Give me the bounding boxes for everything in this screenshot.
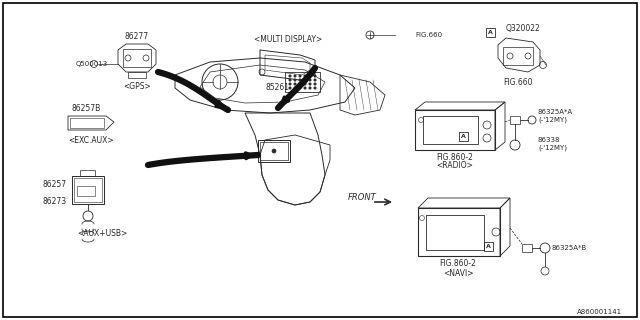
Bar (483, 242, 493, 251)
Text: FIG.660: FIG.660 (503, 77, 532, 86)
Text: 85261: 85261 (265, 83, 289, 92)
Text: (-'12MY): (-'12MY) (538, 145, 567, 151)
Text: <EXC.AUX>: <EXC.AUX> (68, 135, 114, 145)
Text: Q320022: Q320022 (506, 23, 540, 33)
Bar (77, 186, 95, 196)
Circle shape (294, 75, 296, 77)
Text: A: A (486, 244, 490, 249)
Circle shape (289, 83, 291, 85)
Circle shape (294, 87, 296, 89)
Bar (72, 176, 104, 204)
Text: <GPS>: <GPS> (123, 82, 151, 91)
Text: 86325A*A: 86325A*A (538, 109, 573, 115)
Bar (74, 178, 102, 202)
Circle shape (294, 83, 296, 85)
Bar (423, 116, 478, 144)
Text: 86277: 86277 (125, 31, 149, 41)
Text: A: A (488, 29, 492, 35)
Circle shape (294, 79, 296, 81)
Circle shape (304, 75, 306, 77)
Text: 86273: 86273 (43, 197, 67, 206)
Text: 86257: 86257 (43, 180, 67, 188)
Bar (80, 170, 95, 176)
Text: <MULTI DISPLAY>: <MULTI DISPLAY> (254, 35, 322, 44)
Circle shape (304, 79, 306, 81)
Circle shape (289, 75, 291, 77)
Bar (503, 47, 533, 65)
Circle shape (309, 79, 311, 81)
Text: <AUX+USB>: <AUX+USB> (77, 229, 127, 238)
Circle shape (309, 83, 311, 85)
Bar (522, 244, 532, 252)
Circle shape (289, 79, 291, 81)
Text: FRONT: FRONT (348, 194, 377, 203)
Circle shape (299, 75, 301, 77)
Circle shape (314, 79, 316, 81)
Text: A: A (461, 133, 465, 139)
Circle shape (314, 75, 316, 77)
Text: FIG.660: FIG.660 (415, 32, 442, 38)
Bar (70, 118, 104, 128)
Text: FIG.860-2: FIG.860-2 (436, 153, 474, 162)
Circle shape (309, 87, 311, 89)
Bar (458, 132, 467, 140)
Bar (258, 140, 290, 162)
Circle shape (289, 87, 291, 89)
Circle shape (314, 87, 316, 89)
Bar (128, 72, 146, 78)
Text: 86325A*B: 86325A*B (552, 245, 587, 251)
Bar (260, 142, 288, 160)
Bar (285, 72, 320, 92)
Bar (123, 49, 151, 67)
Text: <RADIO>: <RADIO> (436, 161, 474, 170)
Text: 86338: 86338 (538, 137, 561, 143)
Circle shape (299, 83, 301, 85)
Text: <NAVI>: <NAVI> (443, 268, 473, 277)
Text: FIG.860-2: FIG.860-2 (440, 260, 476, 268)
Text: A860001141: A860001141 (577, 309, 622, 315)
Circle shape (299, 79, 301, 81)
Bar (486, 28, 495, 36)
Circle shape (309, 75, 311, 77)
Text: Q500013: Q500013 (76, 61, 108, 67)
Text: (-'12MY): (-'12MY) (538, 117, 567, 123)
Circle shape (314, 83, 316, 85)
Circle shape (304, 83, 306, 85)
Circle shape (304, 87, 306, 89)
Text: 86257B: 86257B (71, 103, 100, 113)
Circle shape (272, 149, 276, 153)
Bar (510, 116, 520, 124)
Bar (426, 215, 484, 250)
Circle shape (299, 87, 301, 89)
